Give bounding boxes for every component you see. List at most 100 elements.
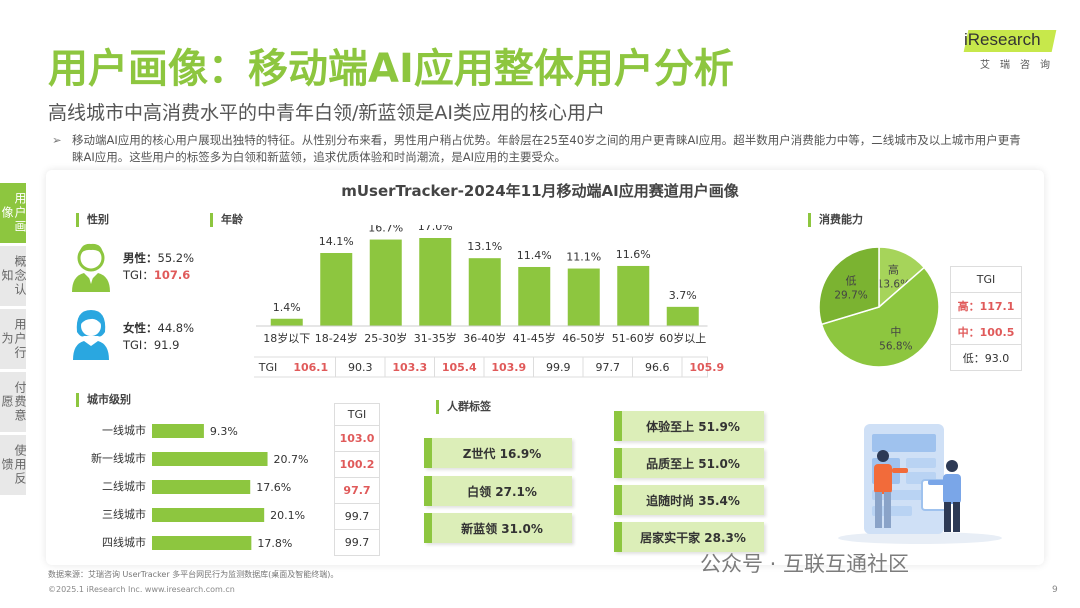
female-tgi: TGI：91.9 <box>123 337 194 354</box>
city-value-label: 17.6% <box>256 481 291 494</box>
city-value-label: 20.7% <box>274 453 309 466</box>
tag-home-doer: 居家实干家 28.3% <box>614 522 764 552</box>
tag-experience-first: 体验至上 51.9% <box>614 411 764 441</box>
city-tgi-header: TGI <box>334 403 380 426</box>
tag-quality-first: 品质至上 51.0% <box>614 448 764 478</box>
age-tgi-value: 105.9 <box>689 361 724 374</box>
sidenav-item-concept[interactable]: 概念认知 <box>0 246 27 306</box>
age-bar <box>567 268 600 326</box>
sidenav-item-feedback[interactable]: 使用反馈 <box>0 435 27 495</box>
consumption-tgi-header: TGI <box>950 266 1022 293</box>
female-label: 女性： <box>123 321 158 335</box>
copyright-note: ©2025.1 iResearch Inc. www.iresearch.com… <box>48 585 235 594</box>
age-heading: 年龄 <box>210 213 243 227</box>
pie-value-label: 56.8% <box>879 340 912 352</box>
age-bar-chart: 1.4% 18岁以下 14.1% 18-24岁 16.7% 25-30岁 17.0% 31-3… <box>254 225 724 378</box>
consumption-tgi-mid-label: 中： <box>957 325 980 339</box>
age-category-label: 46-50岁 <box>562 331 605 345</box>
male-label: 男性： <box>123 251 158 265</box>
female-tgi-label: TGI： <box>123 338 154 352</box>
city-category-label: 新一线城市 <box>91 451 146 465</box>
pie-slice <box>818 246 880 326</box>
consumption-tgi-low: 低：93.0 <box>950 344 1022 371</box>
age-tgi-value: 99.9 <box>546 361 571 374</box>
age-bar <box>518 266 551 326</box>
age-value-label: 14.1% <box>319 235 354 248</box>
city-tgi-value: 99.7 <box>334 529 380 556</box>
tag-new-blue-collar: 新蓝领 31.0% <box>424 513 572 543</box>
pie-category-label: 中 <box>890 325 901 338</box>
consumption-tgi-high-label: 高： <box>957 299 980 313</box>
iresearch-logo: iResearch 艾瑞咨询 <box>960 28 1060 72</box>
sidenav-item-user-profile[interactable]: 用户画像 <box>0 183 27 243</box>
age-tgi-value: 97.7 <box>596 361 621 374</box>
city-tgi-value: 99.7 <box>334 503 380 530</box>
sidenav-item-payment[interactable]: 付费意愿 <box>0 372 27 432</box>
age-tgi-value: 103.3 <box>392 361 427 374</box>
city-bar <box>152 424 204 438</box>
pie-slice <box>820 266 940 368</box>
page-title: 用户画像：移动端AI应用整体用户分析 <box>48 46 734 92</box>
city-category-label: 四线城市 <box>102 535 146 549</box>
age-category-label: 31-35岁 <box>414 331 457 345</box>
age-bar <box>666 306 699 326</box>
age-bar <box>320 253 353 326</box>
city-bar <box>152 480 251 494</box>
city-bar <box>152 452 268 466</box>
consumption-tgi-mid: 中：100.5 <box>950 318 1022 345</box>
people-screen-illustration <box>838 424 1002 544</box>
age-value-label: 11.4% <box>517 249 552 262</box>
tags-heading: 人群标签 <box>436 400 491 414</box>
age-value-label: 11.1% <box>566 251 601 264</box>
age-value-label: 1.4% <box>273 301 301 314</box>
panel-title: mUserTracker-2024年11月移动端AI应用赛道用户画像 <box>341 182 739 200</box>
age-tgi-value: 106.1 <box>293 361 328 374</box>
age-category-label: 41-45岁 <box>513 331 556 345</box>
city-tgi-value: 97.7 <box>334 477 380 504</box>
consumption-pie-chart: 高13.6%中56.8%低29.7% <box>818 246 940 368</box>
logo-chinese: 艾瑞咨询 <box>980 60 1060 71</box>
gender-heading: 性别 <box>76 213 109 227</box>
bullet-arrow-icon: ➢ <box>52 133 62 147</box>
tag-fashion-follower: 追随时尚 35.4% <box>614 485 764 515</box>
consumption-tgi-high-value: 117.1 <box>979 299 1015 313</box>
pie-category-label: 高 <box>888 262 899 276</box>
sidenav-item-behavior[interactable]: 用户行为 <box>0 309 27 369</box>
age-category-label: 18岁以下 <box>263 331 310 345</box>
data-source-note: 数据来源：艾瑞咨询 UserTracker 多平台网民行为监测数据库(桌面及智能… <box>48 570 339 579</box>
male-stats: 男性：55.2% TGI：107.6 <box>123 250 194 284</box>
age-bar <box>468 258 501 326</box>
city-bar <box>152 508 265 522</box>
city-category-label: 一线城市 <box>102 423 146 437</box>
consumption-tgi-high: 高：117.1 <box>950 292 1022 319</box>
female-tgi-value: 91.9 <box>153 338 180 352</box>
age-value-label: 13.1% <box>467 240 502 253</box>
age-value-label: 3.7% <box>669 289 697 302</box>
age-category-label: 36-40岁 <box>463 331 506 345</box>
consumption-tgi-low-label: 低： <box>962 351 985 365</box>
city-bar-chart: 一线城市 9.3% 新一线城市 20.7% 二线城市 17.6% 三线城市 20.1% 四线城市… <box>91 423 309 550</box>
city-value-label: 20.1% <box>270 509 305 522</box>
age-tgi-label: TGI <box>258 361 278 374</box>
consumption-tgi-table: TGI 高：117.1 中：100.5 低：93.0 <box>950 266 1022 371</box>
pie-value-label: 29.7% <box>834 289 867 301</box>
tag-white-collar: 白领 27.1% <box>424 476 572 506</box>
age-bar <box>617 265 650 326</box>
tag-gen-z: Z世代 16.9% <box>424 438 572 468</box>
page-subtitle: 高线城市中高消费水平的中青年白领/新蓝领是AI类应用的核心用户 <box>48 102 606 124</box>
age-bar <box>419 238 452 326</box>
city-value-label: 17.8% <box>257 537 292 550</box>
city-value-label: 9.3% <box>210 425 238 438</box>
male-value: 55.2% <box>157 251 195 265</box>
age-tgi-value: 96.6 <box>645 361 670 374</box>
male-tgi-value: 107.6 <box>153 268 191 282</box>
consumption-tgi-low-value: 93.0 <box>984 351 1010 365</box>
age-category-label: 18-24岁 <box>315 331 358 345</box>
city-bar <box>152 536 252 550</box>
age-category-label: 60岁以上 <box>659 331 706 345</box>
age-tgi-row <box>254 356 708 378</box>
city-tgi-table: TGI 103.0 100.2 97.7 99.7 99.7 <box>334 403 380 556</box>
page-number: 9 <box>1052 585 1058 595</box>
male-share: 男性：55.2% <box>123 250 194 267</box>
summary-text: 移动端AI应用的核心用户展现出独特的特征。从性别分布来看，男性用户稍占优势。年龄… <box>72 133 1021 164</box>
